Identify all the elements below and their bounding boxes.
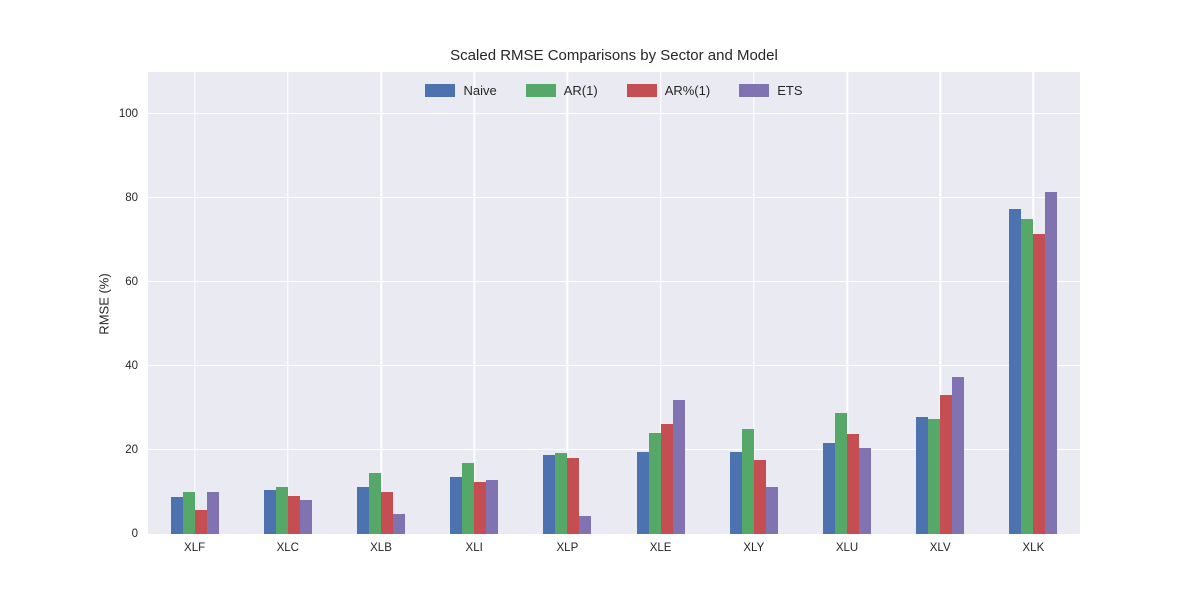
bar-ETS-XLV (952, 376, 965, 534)
legend-label: AR%(1) (664, 82, 711, 98)
bar-Naive-XLU (823, 443, 835, 534)
gridline-x-XLB (380, 72, 382, 534)
x-tick-label-XLV: XLV (929, 542, 951, 554)
gridline-y-80 (148, 196, 1080, 198)
x-tick-label-XLP: XLP (556, 542, 579, 554)
bar-Naive-XLB (357, 486, 369, 534)
gridline-y-60 (148, 280, 1080, 282)
gridline-x-XLE (659, 72, 662, 534)
legend-label: Naive (463, 82, 497, 98)
bar-AR%(1)-XLF (194, 509, 207, 534)
bar-ETS-XLU (859, 447, 871, 534)
legend-item-ETS: ETS (739, 82, 803, 98)
bar-ETS-XLE (672, 400, 685, 534)
gridline-x-XLI (473, 72, 475, 534)
plot-area (148, 72, 1080, 534)
x-tick-label-XLE: XLE (649, 542, 672, 554)
y-tick-label-60: 60 (125, 276, 138, 288)
legend-swatch-icon (739, 83, 770, 97)
bar-ETS-XLK (1045, 192, 1058, 534)
gridline-y-100 (148, 112, 1080, 114)
bar-AR(1)-XLC (275, 487, 288, 534)
bar-ETS-XLF (206, 492, 219, 534)
gridline-x-XLC (287, 72, 289, 534)
bar-Naive-XLC (263, 490, 276, 534)
chart-title: Scaled RMSE Comparisons by Sector and Mo… (450, 47, 778, 64)
x-tick-label-XLF: XLF (184, 542, 206, 554)
bar-AR(1)-XLY (741, 429, 754, 534)
legend-item-Naive: Naive (425, 82, 497, 98)
bar-AR(1)-XLE (648, 433, 661, 534)
legend: Naive AR(1) AR%(1) ETS (148, 82, 1080, 98)
bar-AR(1)-XLP (555, 453, 568, 534)
bar-AR(1)-XLU (835, 413, 847, 534)
legend-swatch-icon (525, 83, 556, 97)
bar-AR%(1)-XLE (660, 424, 673, 534)
legend-swatch-icon (425, 83, 456, 97)
bar-ETS-XLI (486, 480, 499, 534)
y-tick-label-40: 40 (125, 360, 138, 372)
y-tick-label-20: 20 (125, 444, 138, 456)
bar-AR(1)-XLF (182, 491, 195, 534)
bar-AR%(1)-XLK (1033, 233, 1046, 534)
bar-Naive-XLE (636, 452, 649, 534)
bar-Naive-XLP (543, 454, 556, 534)
bar-AR%(1)-XLC (287, 496, 300, 534)
bar-AR%(1)-XLU (847, 434, 859, 534)
legend-item-AR(1): AR(1) (525, 82, 598, 98)
bar-ETS-XLP (579, 515, 592, 534)
bar-AR%(1)-XLV (940, 395, 953, 534)
gridline-y-20 (148, 448, 1080, 450)
gridline-x-XLF (193, 72, 196, 534)
x-tick-label-XLB: XLB (370, 542, 392, 554)
x-tick-label-XLC: XLC (276, 542, 299, 554)
y-tick-label-100: 100 (118, 108, 138, 120)
bar-Naive-XLI (450, 477, 463, 534)
gridline-x-XLP (566, 72, 569, 534)
x-tick-label-XLI: XLI (465, 542, 483, 554)
bar-AR(1)-XLB (369, 473, 381, 534)
bar-ETS-XLY (765, 487, 778, 534)
bar-Naive-XLK (1009, 209, 1022, 534)
x-tick-label-XLY: XLY (743, 542, 765, 554)
y-tick-label-0: 0 (131, 528, 138, 540)
bar-AR%(1)-XLY (753, 459, 766, 534)
bar-AR(1)-XLV (928, 418, 941, 534)
bar-AR(1)-XLK (1021, 218, 1034, 534)
bar-AR%(1)-XLP (567, 457, 580, 534)
bar-AR%(1)-XLI (474, 482, 487, 534)
gridline-y-40 (148, 364, 1080, 366)
bar-ETS-XLC (299, 500, 312, 534)
legend-label: AR(1) (563, 82, 598, 98)
y-tick-label-80: 80 (125, 192, 138, 204)
bar-AR(1)-XLI (462, 463, 475, 534)
bar-ETS-XLB (393, 513, 405, 534)
gridline-x-XLY (753, 72, 755, 534)
legend-item-AR%(1): AR%(1) (626, 82, 711, 98)
x-tick-label-XLU: XLU (835, 542, 859, 554)
x-tick-label-XLK: XLK (1022, 542, 1045, 554)
bar-Naive-XLF (170, 496, 183, 534)
gridline-x-XLU (846, 72, 848, 534)
gridline-x-XLV (939, 72, 941, 534)
bar-Naive-XLY (729, 452, 742, 534)
bar-Naive-XLV (916, 417, 929, 534)
bar-AR%(1)-XLB (381, 492, 393, 534)
legend-swatch-icon (626, 83, 657, 97)
legend-label: ETS (777, 82, 803, 98)
